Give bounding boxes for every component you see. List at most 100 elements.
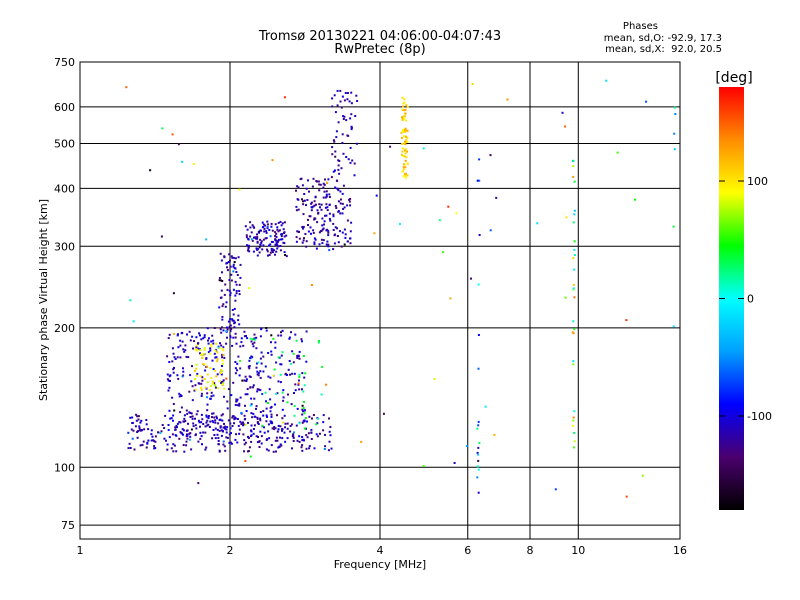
data-point: [206, 419, 209, 422]
data-point: [249, 337, 252, 340]
data-point: [573, 410, 576, 413]
data-point: [280, 363, 283, 366]
data-point: [225, 431, 228, 434]
data-point: [171, 133, 174, 136]
data-point: [405, 119, 407, 122]
data-point: [179, 411, 182, 414]
data-point: [319, 206, 321, 209]
data-point: [404, 148, 407, 151]
data-point: [230, 442, 233, 445]
data-point: [255, 336, 258, 339]
data-point: [243, 439, 246, 442]
data-point: [202, 423, 205, 425]
data-point: [200, 421, 203, 424]
data-point: [235, 433, 237, 436]
data-point: [279, 249, 282, 252]
data-point: [246, 337, 249, 340]
data-point: [318, 231, 321, 234]
data-point: [262, 370, 265, 373]
data-point: [328, 204, 331, 206]
data-point: [233, 266, 236, 269]
data-point: [246, 228, 249, 231]
data-point: [221, 380, 224, 383]
data-point: [298, 435, 301, 438]
data-point: [159, 432, 162, 434]
data-point: [302, 239, 305, 242]
data-point: [221, 413, 224, 416]
data-point: [303, 237, 305, 240]
data-point: [206, 409, 209, 412]
data-point: [299, 178, 302, 181]
data-point: [244, 225, 247, 228]
data-point: [209, 367, 212, 369]
data-point: [301, 184, 304, 187]
data-point: [259, 229, 262, 232]
data-point: [350, 91, 353, 94]
data-point: [229, 441, 232, 444]
data-point: [313, 237, 316, 240]
data-point: [269, 398, 272, 401]
data-point: [554, 488, 557, 491]
data-point: [310, 428, 313, 431]
data-point: [298, 357, 301, 360]
data-point: [225, 262, 228, 265]
data-point: [489, 229, 492, 232]
data-point: [271, 248, 274, 251]
data-point: [185, 440, 188, 443]
data-point: [220, 344, 223, 347]
data-point: [220, 371, 222, 374]
data-point: [404, 174, 407, 177]
data-point: [303, 376, 306, 379]
data-point: [232, 415, 235, 418]
data-point: [292, 361, 295, 364]
data-point: [301, 241, 304, 244]
data-point: [324, 178, 326, 181]
data-point: [168, 386, 171, 389]
data-point: [196, 348, 198, 351]
data-point: [218, 306, 221, 309]
data-point: [228, 325, 231, 328]
data-point: [227, 419, 230, 422]
data-point: [303, 400, 305, 403]
data-point: [310, 201, 313, 204]
data-point: [327, 231, 330, 234]
data-point: [495, 196, 498, 199]
data-point: [240, 337, 243, 340]
data-point: [573, 248, 576, 251]
data-point: [306, 199, 309, 201]
data-point: [258, 251, 261, 254]
data-point: [248, 287, 251, 290]
data-point: [298, 422, 301, 425]
data-point: [204, 431, 207, 434]
data-point: [326, 206, 329, 209]
data-point: [168, 436, 171, 439]
data-point: [218, 347, 221, 350]
data-point: [133, 448, 136, 451]
data-point: [220, 331, 223, 334]
data-point: [195, 413, 198, 416]
data-point: [200, 386, 202, 389]
data-point: [344, 92, 347, 94]
data-point: [293, 414, 296, 417]
data-point: [260, 351, 263, 354]
data-point: [332, 229, 335, 231]
data-point: [217, 437, 220, 439]
data-point: [401, 153, 403, 156]
data-point: [298, 237, 301, 240]
data-point: [320, 208, 323, 211]
data-point: [224, 449, 227, 452]
data-point: [572, 221, 575, 224]
data-point: [195, 427, 198, 430]
data-point: [219, 425, 222, 428]
data-point: [266, 227, 269, 230]
data-point: [216, 351, 219, 354]
data-point: [267, 352, 270, 354]
data-point: [279, 238, 282, 241]
data-point: [222, 329, 225, 332]
data-point: [350, 221, 353, 224]
data-point: [404, 127, 407, 130]
data-point: [236, 404, 239, 407]
data-point: [263, 426, 265, 429]
data-point: [328, 430, 331, 433]
data-point: [401, 118, 404, 121]
